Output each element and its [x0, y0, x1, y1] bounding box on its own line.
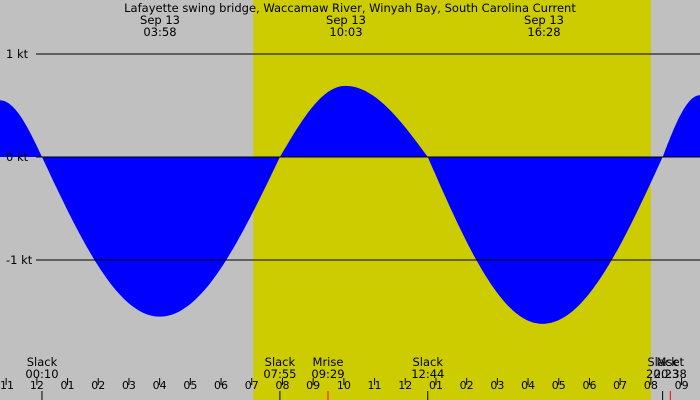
- y-tick-label-0: 1 kt: [6, 47, 29, 61]
- x-tick-label-1: 12: [30, 379, 44, 392]
- x-tick-label-18: 05: [552, 379, 566, 392]
- x-tick-label-16: 03: [490, 379, 504, 392]
- header-event-date-0: Sep 13: [140, 13, 180, 27]
- x-tick-label-10: 09: [306, 379, 320, 392]
- flood-area-0: [0, 85, 700, 324]
- x-tick-label-22: 09: [675, 379, 689, 392]
- x-tick-label-2: 01: [61, 379, 75, 392]
- bottom-event-time-4: 20:23: [646, 367, 679, 381]
- x-tick-label-20: 07: [613, 379, 627, 392]
- gridlines: 1 kt 0 kt -1 kt: [6, 47, 700, 267]
- bottom-event-label-1: Slack: [265, 355, 296, 369]
- bottom-event-time-1: 07:55: [263, 367, 296, 381]
- x-tick-label-4: 03: [122, 379, 136, 392]
- y-tick-label-1: 0 kt: [6, 150, 29, 164]
- bottom-event-label-4: Slack: [647, 355, 678, 369]
- x-tick-label-17: 04: [521, 379, 535, 392]
- x-tick-label-13: 12: [398, 379, 412, 392]
- bottom-event-time-3: 12:44: [411, 367, 444, 381]
- header-event-date-1: Sep 13: [326, 13, 366, 27]
- header-event-time-2: 16:28: [527, 25, 560, 39]
- y-tick-label-2: -1 kt: [6, 253, 33, 267]
- bottom-events: Slack00:10Slack07:55Mrise09:29Slack12:44…: [25, 355, 687, 400]
- x-axis: 11 12 01 02 03 04 05 06 07 08 09 10 11 12 01 02 03 04 05 06…: [0, 378, 689, 392]
- current-areas: [0, 85, 700, 324]
- header-event-time-1: 10:03: [329, 25, 362, 39]
- x-tick-label-21: 08: [644, 379, 658, 392]
- header-event-date-2: Sep 13: [524, 13, 564, 27]
- x-tick-label-5: 04: [153, 379, 167, 392]
- x-tick-label-3: 02: [91, 379, 105, 392]
- x-tick-label-12: 11: [368, 379, 382, 392]
- bottom-event-label-0: Slack: [27, 355, 58, 369]
- bottom-event-label-5: Mset: [657, 355, 685, 369]
- chart-title: Lafayette swing bridge, Waccamaw River, …: [124, 1, 576, 15]
- x-tick-label-15: 02: [460, 379, 474, 392]
- bottom-event-label-3: Slack: [413, 355, 444, 369]
- x-tick-label-7: 06: [214, 379, 228, 392]
- x-tick-label-0: 11: [0, 379, 14, 392]
- bottom-event-time-5: 20:38: [654, 367, 687, 381]
- x-tick-label-11: 10: [337, 379, 351, 392]
- x-tick-label-8: 07: [245, 379, 259, 392]
- header-event-time-0: 03:58: [143, 25, 176, 39]
- x-tick-label-14: 01: [429, 379, 443, 392]
- bottom-event-time-0: 00:10: [25, 367, 58, 381]
- x-tick-label-6: 05: [183, 379, 197, 392]
- bottom-event-label-2: Mrise: [313, 355, 344, 369]
- x-tick-label-9: 08: [275, 379, 289, 392]
- bottom-event-time-2: 09:29: [311, 367, 344, 381]
- x-tick-label-19: 06: [582, 379, 596, 392]
